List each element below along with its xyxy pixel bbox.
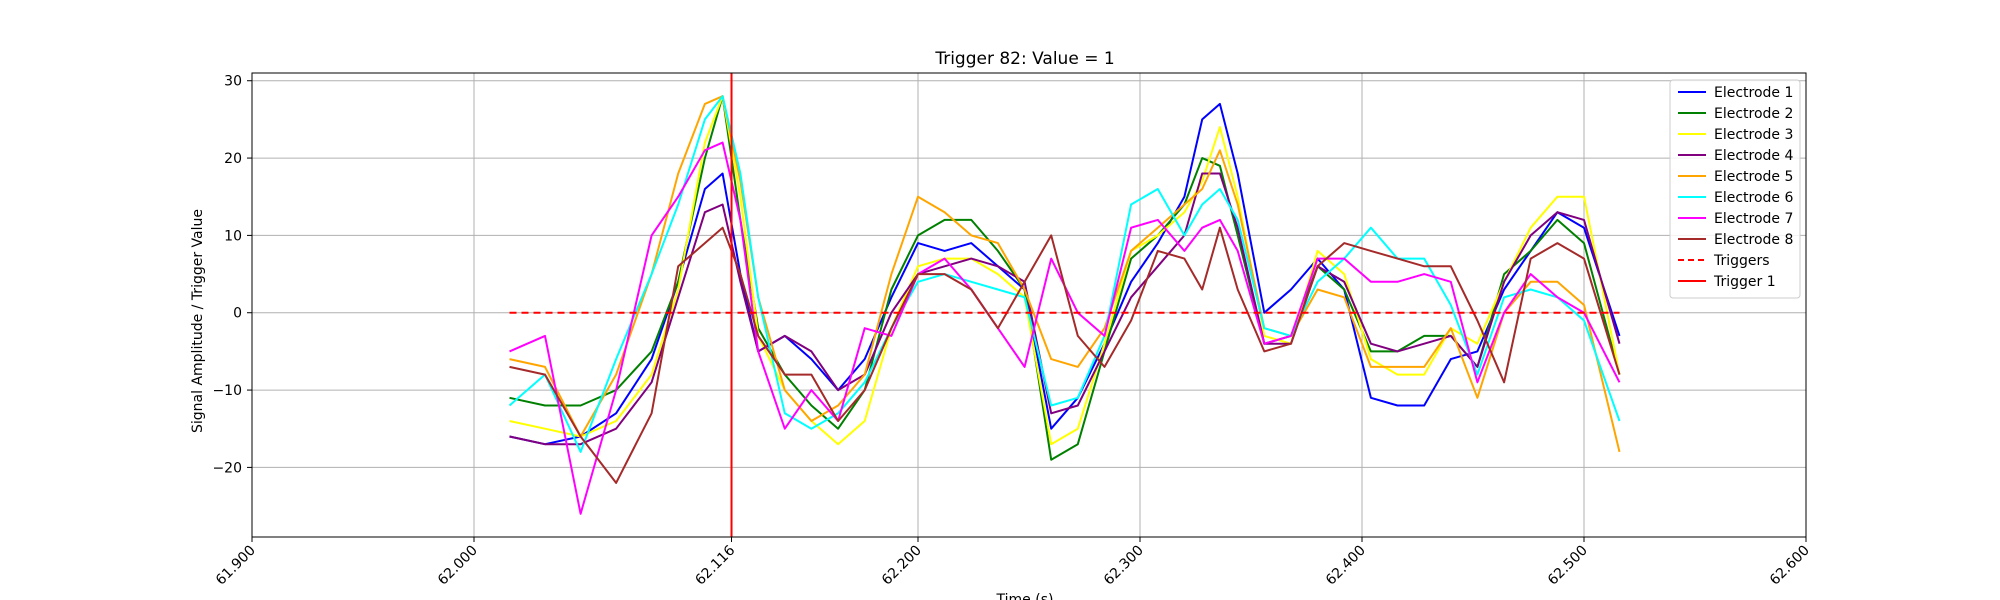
x-tick-label-2: 62.116 — [692, 542, 738, 588]
series-line-7 — [509, 141, 1621, 515]
legend-label-3: Electrode 3 — [1714, 127, 1793, 143]
legend-label-8: Electrode 8 — [1714, 232, 1793, 248]
legend: Electrode 1 Electrode 2 Electrode 3 Electro… — [1669, 79, 1801, 299]
y-axis-label: Signal Amplitude / Trigger Value — [190, 209, 206, 433]
series-line-8 — [509, 226, 1621, 484]
series-line-6 — [508, 95, 1621, 453]
legend-label-6: Electrode 6 — [1714, 190, 1793, 206]
legend-label-5: Electrode 5 — [1714, 169, 1793, 185]
y-tick-label-3: 10 — [224, 228, 242, 244]
legend-label-10: Trigger 1 — [1713, 274, 1776, 290]
legend-label-1: Electrode 1 — [1714, 85, 1793, 101]
legend-label-7: Electrode 7 — [1714, 211, 1793, 227]
y-tick-label-1: −10 — [212, 383, 242, 399]
legend-label-4: Electrode 4 — [1714, 148, 1793, 164]
y-tick-label-2: 0 — [233, 306, 242, 322]
axis-ticks: 61.900 62.000 62.116 62.200 62.300 62.400 62.5… — [212, 74, 1812, 589]
x-axis-label: Time (s) — [996, 592, 1054, 600]
x-tick-label-3: 62.200 — [879, 543, 925, 589]
plot-series — [508, 73, 1621, 537]
x-tick-label-0: 61.900 — [213, 543, 259, 589]
y-tick-label-4: 20 — [224, 151, 242, 167]
x-tick-label-5: 62.400 — [1323, 543, 1369, 589]
plot-frame — [251, 72, 1807, 538]
y-tick-label-5: 30 — [224, 74, 242, 90]
x-tick-label-6: 62.500 — [1545, 543, 1591, 589]
chart-title: Trigger 82: Value = 1 — [934, 49, 1114, 69]
y-tick-label-0: −20 — [212, 460, 242, 476]
legend-label-2: Electrode 2 — [1714, 106, 1793, 122]
legend-label-9: Triggers — [1713, 253, 1770, 269]
x-tick-label-7: 62.600 — [1767, 543, 1813, 589]
x-tick-label-4: 62.300 — [1101, 543, 1147, 589]
x-tick-label-1: 62.000 — [435, 543, 481, 589]
series-line-4 — [509, 172, 1621, 446]
